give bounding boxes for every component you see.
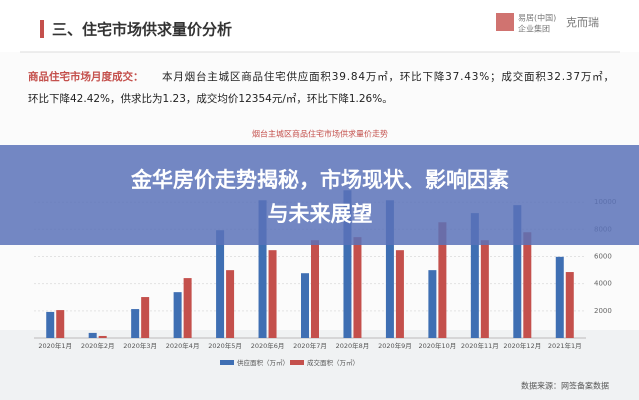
x-tick-label: 2020年1月 [38, 341, 72, 350]
source: 数据来源：网签备案数据 [521, 381, 609, 391]
bar [385, 200, 394, 338]
y2-tick-label: 4000 [594, 280, 612, 288]
bar [428, 270, 437, 338]
bar [343, 190, 352, 338]
bar [268, 250, 277, 338]
x-tick-label: 2020年7月 [293, 341, 327, 350]
legend-swatch [290, 360, 304, 365]
bar [438, 222, 447, 338]
city-backdrop [0, 330, 639, 400]
x-tick-label: 2020年10月 [418, 341, 456, 350]
logo-left: 易居(中国) [518, 13, 556, 23]
x-tick-label: 2021年1月 [548, 341, 582, 350]
legend-label: 供应面积（万㎡） [237, 358, 289, 367]
bar [470, 213, 479, 338]
bar [216, 230, 225, 338]
logo-icon [496, 13, 514, 31]
logo-right: 克而瑞 [566, 15, 599, 29]
bar [565, 272, 574, 338]
bar [131, 309, 140, 338]
bar [353, 237, 362, 338]
heading: 三、住宅市场供求量价分析 [52, 21, 232, 39]
header-bg [0, 0, 639, 52]
x-tick-label: 2020年8月 [336, 341, 370, 350]
bar [555, 256, 564, 338]
x-tick-label: 2020年6月 [251, 341, 285, 350]
bar [88, 332, 97, 338]
bar [395, 250, 404, 338]
bar [311, 240, 319, 338]
x-tick-label: 2020年11月 [461, 341, 499, 350]
bar [258, 200, 267, 338]
bar [98, 335, 107, 338]
x-tick-label: 2020年9月 [378, 341, 412, 350]
bar [46, 311, 55, 338]
summary-line: 环比下降42.42%，供求比为1.23，成交均价12354元/㎡，环比下降1.2… [28, 92, 393, 105]
summary-line: 本月烟台主城区商品住宅供应面积39.84万㎡，环比下降37.43%；成交面积32… [162, 70, 614, 83]
legend-label: 成交面积（万㎡） [307, 358, 359, 367]
y2-tick-label: 2000 [594, 307, 612, 315]
heading-accent [40, 20, 44, 38]
y2-tick-label: 6000 [594, 253, 612, 261]
legend-swatch [220, 360, 234, 365]
bar [523, 232, 532, 338]
chart-title: 烟台主城区商品住宅市场供求量价走势 [252, 129, 388, 139]
x-tick-label: 2020年5月 [208, 341, 242, 350]
bar [301, 273, 309, 338]
summary-label: 商品住宅市场月度成交： [28, 70, 144, 83]
bar [513, 205, 522, 338]
x-tick-label: 2020年3月 [123, 341, 157, 350]
bar [226, 270, 235, 338]
banner-title: 与未来展望 [268, 202, 373, 226]
x-tick-label: 2020年12月 [503, 341, 541, 350]
logo-left-sub: 企业集团 [518, 24, 550, 34]
x-tick-label: 2020年2月 [81, 341, 115, 350]
bar [480, 240, 489, 338]
bar [141, 297, 150, 338]
bar [173, 292, 182, 338]
bar [183, 278, 192, 338]
banner [0, 145, 639, 245]
x-tick-label: 2020年4月 [166, 341, 200, 350]
banner-title: 金华房价走势揭秘，市场现状、影响因素 [130, 168, 509, 192]
bar [56, 310, 65, 338]
